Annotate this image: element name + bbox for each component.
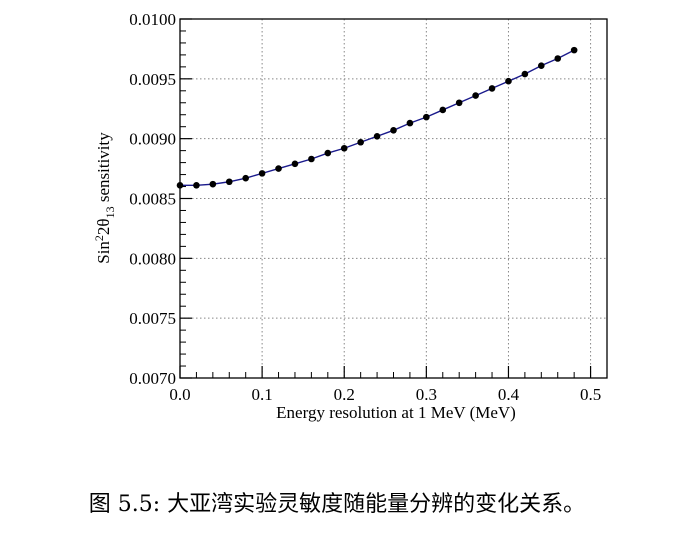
x-tick-label: 0.0 [169,385,190,404]
data-point [225,178,233,186]
y-tick-label: 0.0095 [129,70,176,89]
y-axis-label: Sin22θ13 sensitivity [92,132,117,264]
data-point [570,46,578,54]
figure-caption: 图 5.5: 大亚湾实验灵敏度随能量分辨的变化关系。 [88,492,586,517]
x-tick-label: 0.2 [334,385,355,404]
grid [180,19,607,378]
y-tick-label: 0.0080 [129,249,176,268]
data-point [193,182,200,189]
x-tick-label: 0.5 [580,385,601,404]
data-point [423,113,430,121]
data-point [324,149,332,157]
data-point [439,106,447,114]
data-point [258,170,266,177]
chart: 0.0 0.1 0.2 0.3 0.4 0.5 0.00700.00750.00800.0… [92,10,608,422]
data-point [406,119,414,127]
x-axis-label: Energy resolution at 1 MeV (MeV) [276,403,516,422]
y-tick-label: 0.0100 [129,10,176,29]
data-point [242,174,249,182]
data-point [538,62,545,69]
data-point [209,180,217,188]
data-point [390,126,397,134]
data-point [472,92,479,99]
y-tick-label: 0.0090 [129,130,176,149]
series-line [180,49,575,187]
y-tick-labels: 0.0070 0.0075 0.0080 0.0085 0.0090 0.0095 0.01… [129,10,176,388]
data-point [340,144,348,152]
x-tick-label: 0.3 [416,385,437,404]
data-point [505,77,512,85]
y-tick-label: 0.0070 [129,369,176,388]
data-point [357,138,364,146]
y-tick-label: 0.0085 [129,190,176,209]
data-point [291,160,299,168]
data-point [275,165,282,172]
x-tick-label: 0.1 [251,385,272,404]
axis-ticks [179,18,608,379]
x-tick-labels: 0.0 0.1 0.2 0.3 0.4 0.5 [169,385,601,404]
data-point [176,182,184,189]
y-tick-label: 0.0075 [129,309,176,328]
x-tick-label: 0.4 [498,385,520,404]
data-point [488,85,496,92]
data-point [308,155,315,163]
data-point [554,55,562,62]
data-point [455,99,463,107]
data-point [521,70,529,78]
data-point [373,132,381,140]
data-markers [176,46,578,189]
